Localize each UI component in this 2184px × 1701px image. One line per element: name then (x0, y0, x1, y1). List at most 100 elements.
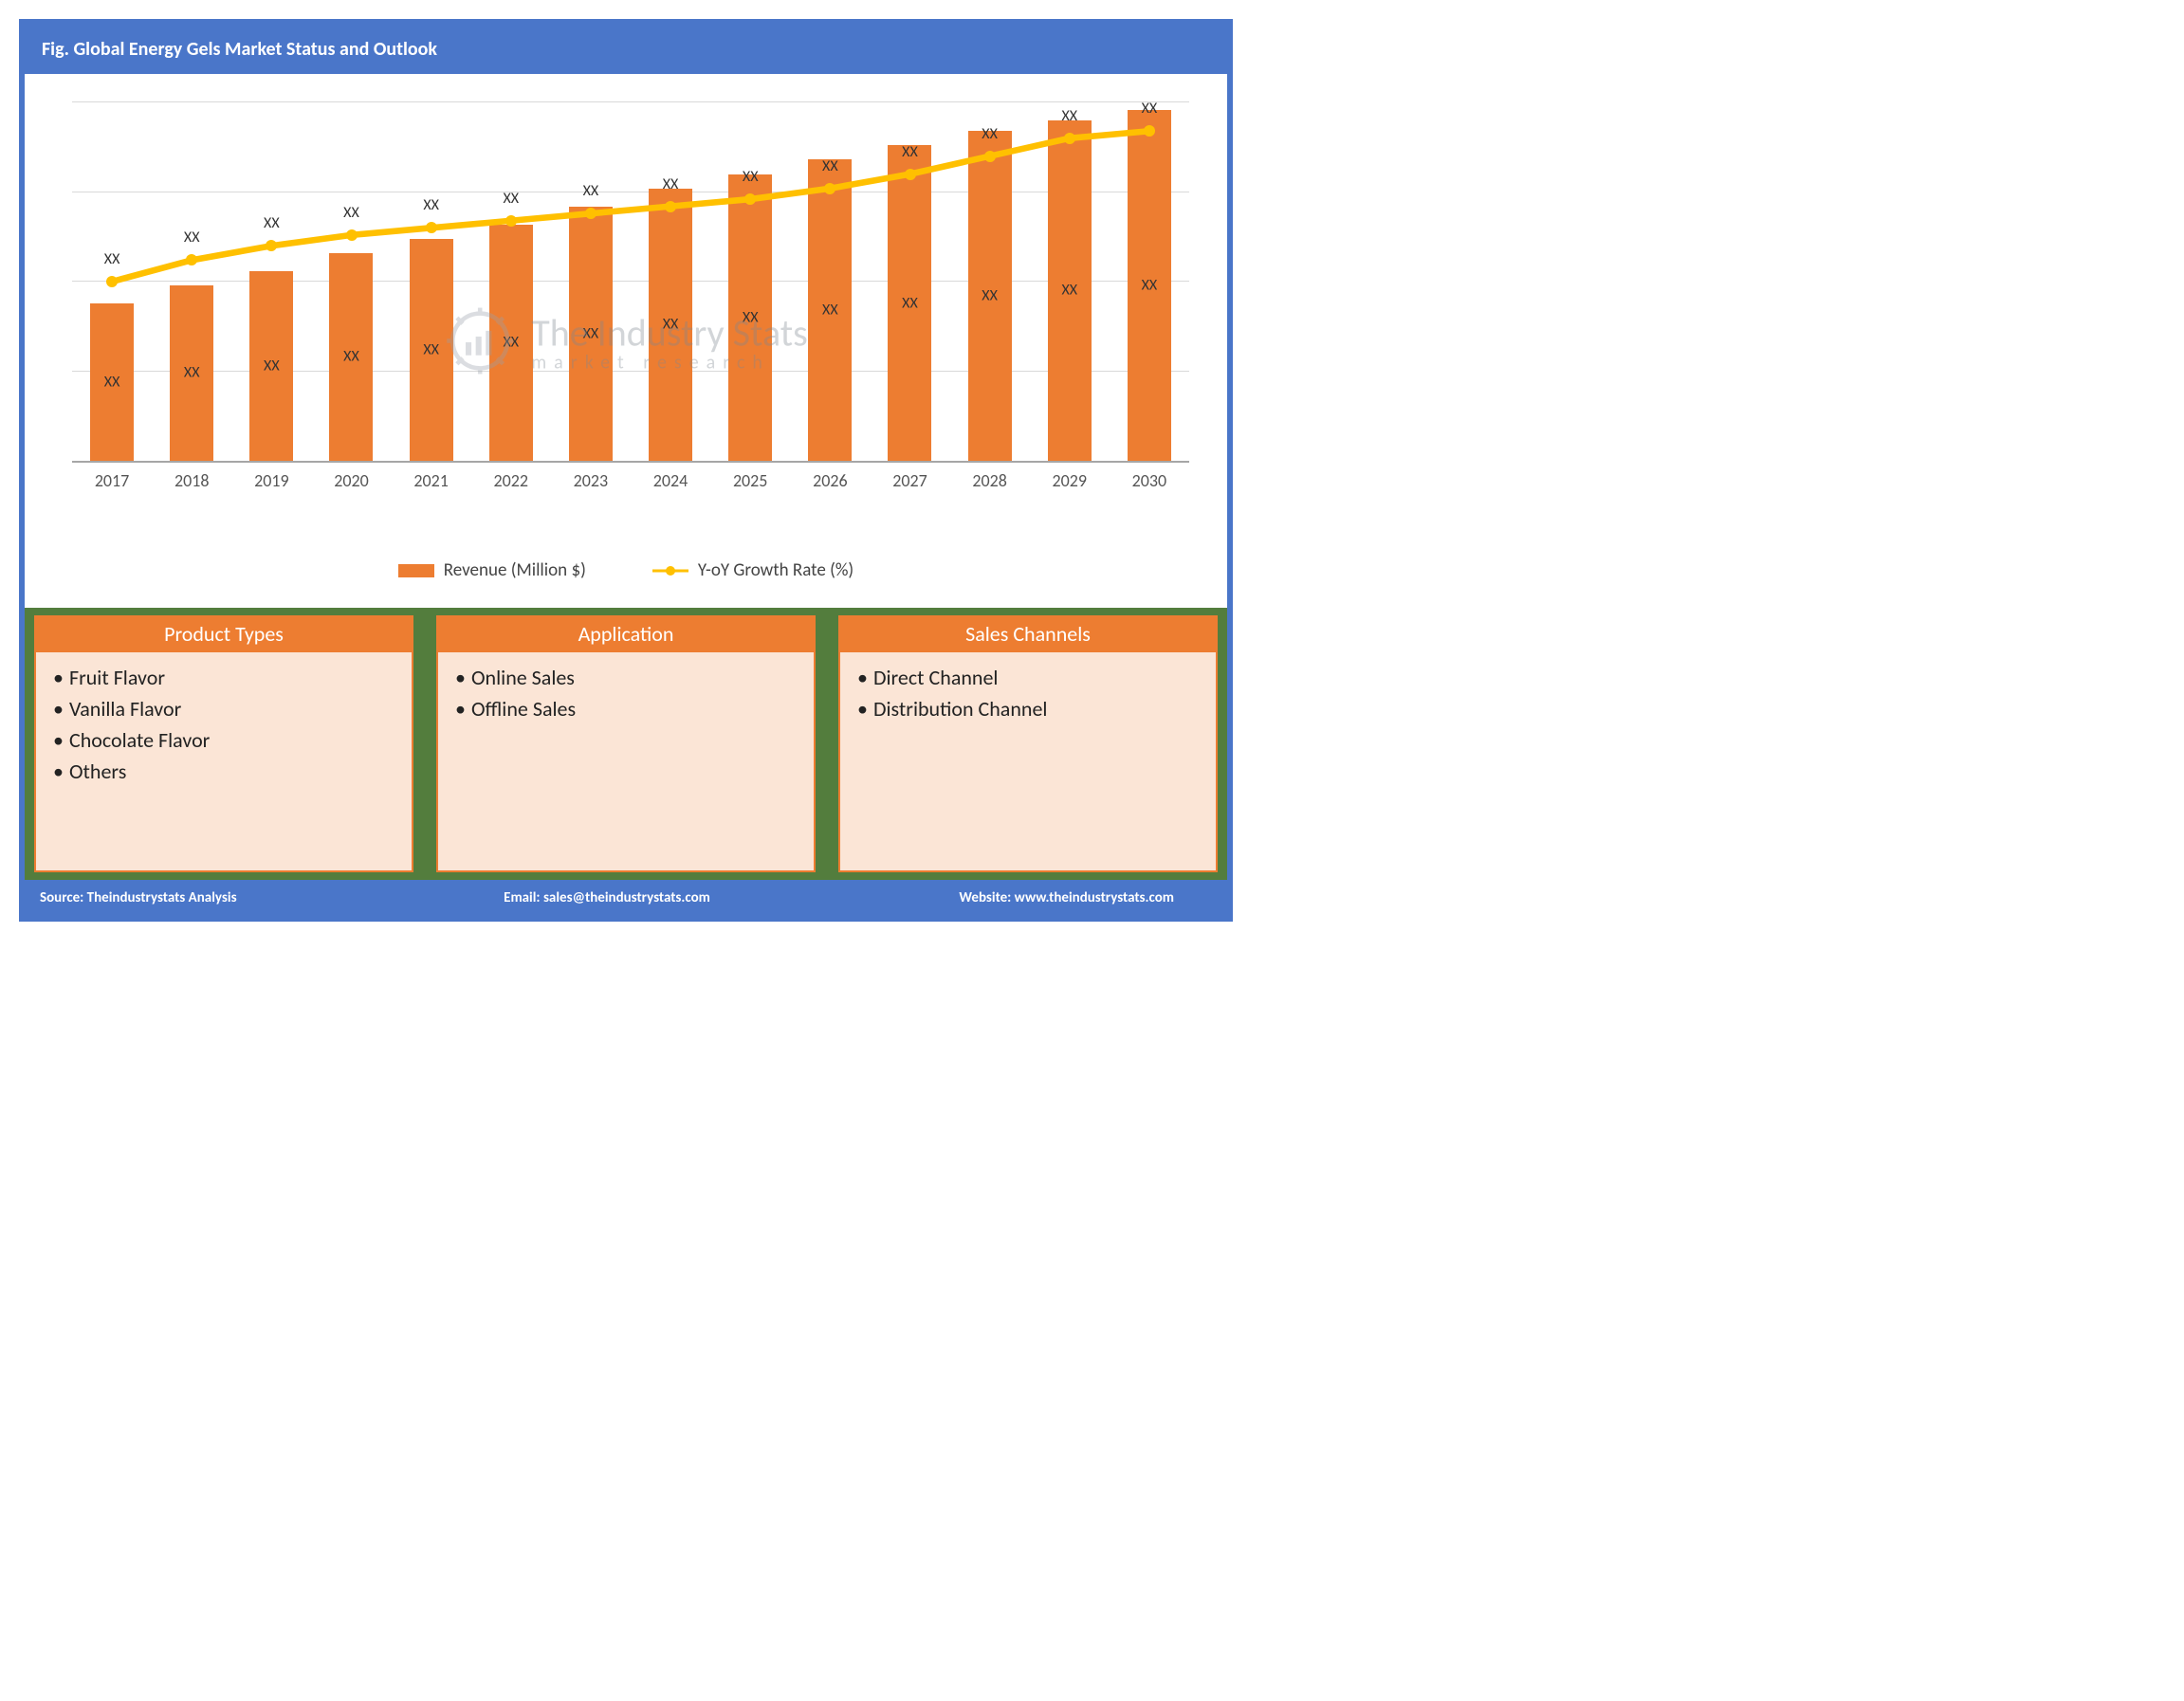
line-value-label: XX (184, 229, 200, 247)
bar-group: XX XX (870, 102, 949, 461)
line-value-label: XX (1142, 100, 1158, 118)
panel-item: Distribution Channel (857, 693, 1199, 724)
bar-value-label: XX (902, 294, 918, 312)
line-value-label: XX (343, 204, 359, 222)
bar-value-label: XX (1142, 276, 1158, 294)
x-tick-label: 2029 (1030, 470, 1110, 491)
chart-area: XX XX XX XX XX XX XX XX XX XX XX XX XX XX XX XX XX XX XX XX… (25, 74, 1227, 539)
revenue-bar: XX (569, 207, 613, 461)
bar-value-label: XX (583, 324, 599, 342)
panel-item: Online Sales (455, 662, 797, 693)
bar-value-label: XX (184, 364, 200, 382)
revenue-bar: XX (649, 189, 692, 461)
legend-item-growth: Y-oY Growth Rate (%) (652, 559, 853, 581)
panel-body: Direct ChannelDistribution Channel (840, 652, 1216, 870)
panel-body: Fruit FlavorVanilla FlavorChocolate Flav… (36, 652, 412, 870)
growth-marker (665, 201, 676, 212)
panel-item: Offline Sales (455, 693, 797, 724)
x-axis: 2017201820192020202120222023202420252026… (72, 470, 1189, 491)
panel-item: Fruit Flavor (53, 662, 395, 693)
growth-marker (426, 222, 437, 233)
panel-header: Application (438, 617, 814, 652)
x-tick-label: 2026 (790, 470, 870, 491)
bar-group: XX XX (231, 102, 311, 461)
x-tick-label: 2027 (870, 470, 949, 491)
bar-value-label: XX (982, 287, 998, 305)
line-value-label: XX (822, 157, 838, 175)
footer-website: Website: www.theindustrystats.com (796, 889, 1212, 906)
bar-value-label: XX (663, 316, 679, 334)
growth-marker (106, 276, 118, 287)
x-tick-label: 2019 (231, 470, 311, 491)
legend-swatch-line (652, 564, 688, 577)
revenue-bar: XX (968, 131, 1012, 461)
revenue-bar: XX (808, 159, 852, 461)
report-frame: Fig. Global Energy Gels Market Status an… (19, 19, 1233, 922)
revenue-bar: XX (410, 239, 453, 461)
panel-body: Online SalesOffline Sales (438, 652, 814, 870)
x-tick-label: 2024 (631, 470, 710, 491)
bar-group: XX XX (631, 102, 710, 461)
bar-group: XXXX (710, 102, 790, 461)
growth-marker (984, 151, 996, 162)
x-tick-label: 2020 (311, 470, 391, 491)
category-panel: Product TypesFruit FlavorVanilla FlavorC… (34, 615, 413, 872)
bar-value-label: XX (1061, 282, 1077, 300)
x-tick-label: 2021 (392, 470, 471, 491)
x-tick-label: 2018 (152, 470, 231, 491)
legend-swatch-bar (398, 564, 434, 577)
bar-value-label: XX (264, 357, 280, 375)
x-tick-label: 2022 (471, 470, 551, 491)
bar-value-label: XX (503, 334, 519, 352)
bar-group: XX XX (471, 102, 551, 461)
category-panel: ApplicationOnline SalesOffline Sales (436, 615, 816, 872)
footer-source: Source: Theindustrystats Analysis (40, 889, 418, 906)
bar-group: XX XX (392, 102, 471, 461)
bar-value-label: XX (423, 340, 439, 358)
legend: Revenue (Million $) Y-oY Growth Rate (%) (25, 539, 1227, 608)
line-value-label: XX (902, 143, 918, 161)
x-tick-label: 2028 (950, 470, 1030, 491)
line-value-label: XX (982, 125, 998, 143)
revenue-bar: XX (90, 303, 134, 461)
revenue-bar: XX (170, 285, 213, 461)
x-tick-label: 2023 (551, 470, 631, 491)
revenue-bar: XX (249, 271, 293, 461)
growth-marker (1064, 133, 1075, 144)
line-value-label: XX (423, 196, 439, 214)
panel-item: Chocolate Flavor (53, 724, 395, 756)
panel-item: Others (53, 756, 395, 787)
category-panels-row: Product TypesFruit FlavorVanilla FlavorC… (25, 608, 1227, 880)
bar-group: XX XX (551, 102, 631, 461)
bar-value-label: XX (743, 308, 759, 326)
growth-marker (505, 215, 517, 227)
panel-item: Vanilla Flavor (53, 693, 395, 724)
line-value-label: XX (503, 190, 519, 208)
panel-header: Sales Channels (840, 617, 1216, 652)
line-value-label: XX (583, 182, 599, 200)
legend-label-growth: Y-oY Growth Rate (%) (698, 559, 853, 581)
legend-item-revenue: Revenue (Million $) (398, 559, 586, 581)
line-value-label: XX (104, 250, 120, 268)
bar-group: XX XX (1110, 102, 1189, 461)
panel-item: Direct Channel (857, 662, 1199, 693)
bar-value-label: XX (822, 302, 838, 320)
growth-marker (346, 229, 358, 241)
growth-marker (824, 183, 835, 194)
growth-marker (905, 169, 916, 180)
bar-value-label: XX (104, 373, 120, 391)
x-tick-label: 2017 (72, 470, 152, 491)
figure-title: Fig. Global Energy Gels Market Status an… (25, 25, 1227, 74)
bar-group: XXXX (1030, 102, 1110, 461)
x-tick-label: 2030 (1110, 470, 1189, 491)
bar-group: XX XX (311, 102, 391, 461)
legend-label-revenue: Revenue (Million $) (444, 559, 586, 581)
revenue-bar: XX (329, 253, 373, 461)
line-value-label: XX (264, 214, 280, 232)
line-value-label: XX (663, 175, 679, 193)
bar-group: XX XX (790, 102, 870, 461)
revenue-bar: XX (1048, 120, 1092, 461)
footer: Source: Theindustrystats Analysis Email:… (25, 880, 1227, 916)
panel-header: Product Types (36, 617, 412, 652)
revenue-bar: XX (1128, 110, 1171, 461)
